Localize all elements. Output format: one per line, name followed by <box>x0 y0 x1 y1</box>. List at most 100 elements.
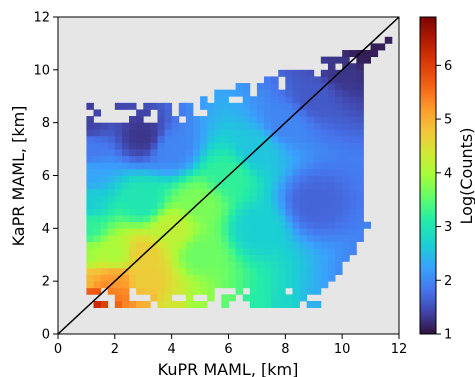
heatmap-cell <box>256 234 265 242</box>
heatmap-cell <box>349 89 357 97</box>
heatmap-cell <box>192 287 201 295</box>
heatmap-cell <box>271 267 279 275</box>
heatmap-cell <box>86 241 94 249</box>
heatmap-cell <box>136 195 144 203</box>
heatmap-cell <box>114 195 123 203</box>
heatmap-cell <box>349 122 357 130</box>
heatmap-cell <box>200 228 208 236</box>
heatmap-cell <box>249 116 258 124</box>
heatmap-cell <box>356 155 364 163</box>
heatmap-cell <box>150 155 158 163</box>
heatmap-cell <box>299 96 308 104</box>
heatmap-cell <box>335 155 343 163</box>
heatmap-cell <box>356 221 364 229</box>
heatmap-cell <box>228 281 236 289</box>
heatmap-cell <box>271 294 279 302</box>
y-tick-label: 4 <box>42 222 50 237</box>
heatmap-cell <box>136 248 144 256</box>
heatmap-cell <box>207 241 215 249</box>
heatmap-cell <box>285 234 293 242</box>
heatmap-cell <box>157 287 165 295</box>
heatmap-cell <box>192 267 201 275</box>
x-tick-label: 4 <box>168 342 176 357</box>
heatmap-cell <box>136 135 144 143</box>
heatmap-cell <box>178 155 187 163</box>
heatmap-cell <box>164 241 173 249</box>
heatmap-cell <box>335 234 343 242</box>
heatmap-cell <box>320 267 329 275</box>
heatmap-cell <box>256 248 265 256</box>
heatmap-cell <box>150 122 158 130</box>
heatmap-cell <box>157 294 165 302</box>
heatmap-cell <box>207 274 215 282</box>
heatmap-cell <box>271 109 279 117</box>
heatmap-cell <box>342 89 350 97</box>
heatmap-cell <box>256 188 265 196</box>
heatmap-cell <box>185 188 194 196</box>
heatmap-cell <box>285 142 293 150</box>
heatmap-cell <box>299 162 308 170</box>
heatmap-cell <box>207 215 215 223</box>
heatmap-cell <box>299 116 308 124</box>
heatmap-cell <box>143 287 151 295</box>
heatmap-cell <box>356 208 364 216</box>
heatmap-cell <box>107 215 116 223</box>
heatmap-cell <box>349 248 357 256</box>
heatmap-cell <box>278 294 286 302</box>
heatmap-cell <box>264 208 272 216</box>
heatmap-cell <box>320 175 329 183</box>
heatmap-cell <box>214 102 222 110</box>
heatmap-cell <box>136 221 144 229</box>
heatmap-cell <box>335 129 343 137</box>
heatmap-cell <box>164 168 173 176</box>
heatmap-cell <box>256 254 265 262</box>
heatmap-cell <box>256 102 265 110</box>
heatmap-cell <box>313 215 322 223</box>
heatmap-cell <box>192 281 201 289</box>
heatmap-cell <box>242 83 251 91</box>
heatmap-cell <box>264 300 272 308</box>
heatmap-cell <box>342 69 350 77</box>
heatmap-cell <box>114 221 123 229</box>
heatmap-cell <box>93 221 102 229</box>
heatmap-cell <box>136 109 144 117</box>
heatmap-cell <box>100 300 109 308</box>
heatmap-cell <box>356 56 364 64</box>
heatmap-cell <box>121 155 130 163</box>
heatmap-cell <box>121 281 130 289</box>
heatmap-cell <box>221 195 229 203</box>
one-to-one-line <box>57 16 400 335</box>
heatmap-cell <box>249 215 258 223</box>
heatmap-cell <box>356 129 364 137</box>
heatmap-cell <box>185 195 194 203</box>
heatmap-cell <box>249 201 258 209</box>
heatmap-cell <box>129 267 137 275</box>
heatmap-cell <box>214 274 222 282</box>
heatmap-cell <box>292 281 300 289</box>
heatmap-cell <box>235 234 244 242</box>
heatmap-cell <box>157 201 165 209</box>
heatmap-cell <box>320 215 329 223</box>
heatmap-cell <box>320 135 329 143</box>
heatmap-cell <box>221 89 229 97</box>
heatmap-cell <box>207 221 215 229</box>
heatmap-cell <box>342 221 350 229</box>
heatmap-cell <box>285 228 293 236</box>
heatmap-cell <box>349 50 357 58</box>
heatmap-cell <box>100 168 109 176</box>
heatmap-cell <box>171 155 180 163</box>
heatmap-cell <box>192 208 201 216</box>
heatmap-cell <box>171 168 180 176</box>
heatmap-cell <box>136 215 144 223</box>
heatmap-cell <box>356 195 364 203</box>
heatmap-cell <box>299 122 308 130</box>
heatmap-cell <box>143 267 151 275</box>
y-tick-label: 10 <box>33 63 50 78</box>
heatmap-cell <box>256 122 265 130</box>
heatmap-cell <box>327 208 336 216</box>
heatmap-cell <box>306 155 315 163</box>
heatmap-cell <box>121 287 130 295</box>
heatmap-cell <box>271 208 279 216</box>
heatmap-cell <box>178 274 187 282</box>
